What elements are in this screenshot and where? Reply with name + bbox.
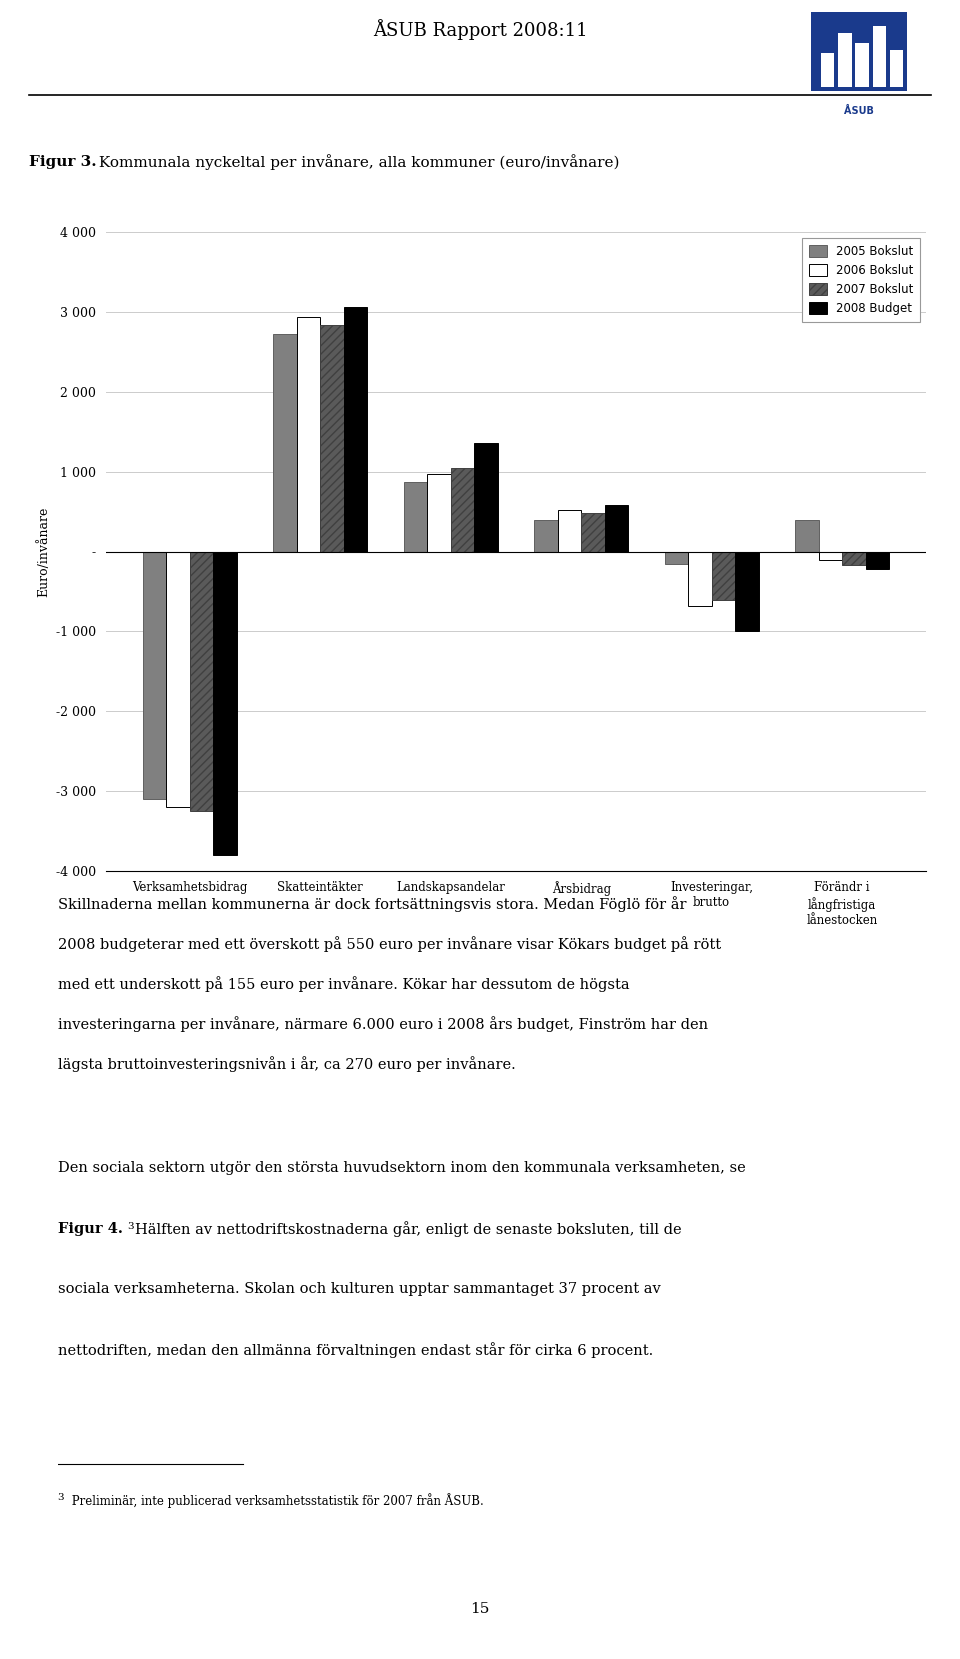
Bar bbox=[321, 325, 344, 551]
Text: lägsta bruttoinvesteringsnivån i år, ca 270 euro per invånare.: lägsta bruttoinvesteringsnivån i år, ca … bbox=[58, 1057, 516, 1072]
Bar bbox=[664, 551, 688, 564]
Bar bbox=[451, 468, 474, 551]
Text: Figur 4.: Figur 4. bbox=[58, 1221, 123, 1236]
Text: Kommunala nyckeltal per invånare, alla kommuner (euro/invånare): Kommunala nyckeltal per invånare, alla k… bbox=[94, 154, 619, 169]
Text: 3: 3 bbox=[128, 1221, 134, 1231]
Y-axis label: Euro/invånare: Euro/invånare bbox=[37, 506, 50, 597]
Text: Den sociala sektorn utgör den största huvudsektorn inom den kommunala verksamhet: Den sociala sektorn utgör den största hu… bbox=[58, 1161, 745, 1175]
Bar bbox=[404, 483, 427, 551]
Text: 15: 15 bbox=[470, 1603, 490, 1616]
Bar bbox=[190, 551, 213, 811]
Bar bbox=[735, 551, 758, 632]
Text: 2008 budgeterar med ett överskott på 550 euro per invånare visar Kökars budget p: 2008 budgeterar med ett överskott på 550… bbox=[58, 936, 721, 952]
Bar bbox=[855, 43, 869, 88]
Bar bbox=[866, 551, 889, 569]
Text: Figur 3.: Figur 3. bbox=[29, 154, 96, 169]
Text: 3: 3 bbox=[58, 1493, 64, 1501]
Text: nettodriften, medan den allmänna förvaltningen endast står för cirka 6 procent.: nettodriften, medan den allmänna förvalt… bbox=[58, 1342, 653, 1357]
Bar bbox=[274, 333, 297, 551]
Bar bbox=[558, 509, 581, 551]
Text: med ett underskott på 155 euro per invånare. Kökar har dessutom de högsta: med ett underskott på 155 euro per invån… bbox=[58, 975, 629, 992]
Bar bbox=[605, 504, 628, 551]
Bar bbox=[344, 307, 368, 551]
Bar bbox=[297, 317, 321, 551]
Bar bbox=[581, 513, 605, 551]
Bar bbox=[166, 551, 190, 808]
Bar bbox=[535, 521, 558, 551]
Text: investeringarna per invånare, närmare 6.000 euro i 2008 års budget, Finström har: investeringarna per invånare, närmare 6.… bbox=[58, 1017, 708, 1032]
Bar bbox=[842, 551, 866, 566]
Bar bbox=[474, 443, 497, 551]
Bar bbox=[838, 33, 852, 88]
Bar bbox=[688, 551, 711, 606]
Text: Preliminär, inte publicerad verksamhetsstatistik för 2007 från ÅSUB.: Preliminär, inte publicerad verksamhetss… bbox=[68, 1493, 484, 1508]
Bar bbox=[821, 53, 834, 88]
Bar bbox=[873, 27, 886, 88]
Bar bbox=[890, 50, 903, 88]
Bar bbox=[819, 551, 842, 559]
Bar bbox=[711, 551, 735, 599]
Legend: 2005 Bokslut, 2006 Bokslut, 2007 Bokslut, 2008 Budget: 2005 Bokslut, 2006 Bokslut, 2007 Bokslut… bbox=[802, 239, 921, 322]
Text: ÅSUB: ÅSUB bbox=[844, 106, 875, 116]
Text: Hälften av nettodriftskostnaderna går, enligt de senaste boksluten, till de: Hälften av nettodriftskostnaderna går, e… bbox=[135, 1221, 682, 1238]
Bar bbox=[795, 521, 819, 551]
Bar bbox=[213, 551, 237, 854]
Bar bbox=[427, 474, 451, 551]
Text: ÅSUB Rapport 2008:11: ÅSUB Rapport 2008:11 bbox=[372, 20, 588, 40]
Text: sociala verksamheterna. Skolan och kulturen upptar sammantaget 37 procent av: sociala verksamheterna. Skolan och kultu… bbox=[58, 1282, 660, 1296]
Text: Skillnaderna mellan kommunerna är dock fortsättningsvis stora. Medan Föglö för å: Skillnaderna mellan kommunerna är dock f… bbox=[58, 896, 686, 912]
Bar bbox=[143, 551, 166, 800]
